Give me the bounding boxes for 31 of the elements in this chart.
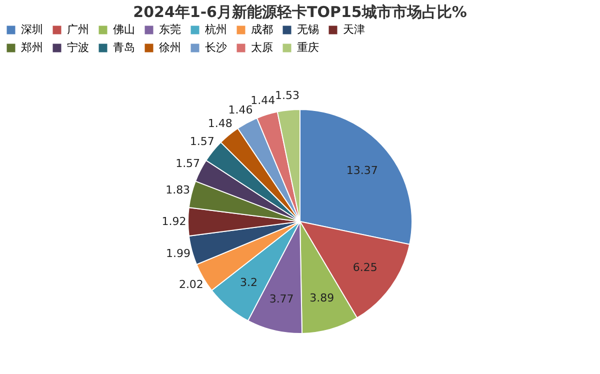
data-label: 1.48 [208, 117, 232, 130]
data-label: 3.2 [240, 276, 258, 289]
legend-label: 杭州 [204, 23, 227, 36]
legend-label: 深圳 [21, 23, 43, 36]
legend-label: 天津 [343, 23, 365, 36]
data-label: 1.92 [162, 214, 186, 228]
legend-label: 长沙 [205, 41, 227, 54]
data-label: 1.46 [228, 103, 253, 116]
data-label: 1.57 [176, 157, 200, 170]
legend-label: 东莞 [159, 23, 181, 36]
data-label: 1.57 [190, 135, 214, 148]
legend-label: 广州 [67, 23, 89, 36]
legend-label: 徐州 [159, 41, 181, 54]
legend-label: 无锡 [297, 23, 319, 36]
data-label: 3.89 [310, 291, 334, 304]
legend-label: 太原 [251, 41, 273, 54]
data-label: 1.99 [166, 247, 191, 260]
legend-label: 宁波 [67, 41, 89, 54]
data-label: 6.25 [352, 261, 378, 274]
legend-label: 青岛 [113, 41, 135, 54]
legend-label: 重庆 [297, 41, 319, 54]
legend-label: 佛山 [113, 23, 135, 36]
data-label: 3.77 [269, 292, 294, 306]
data-label: 2.02 [178, 278, 204, 292]
data-label: 13.37 [346, 164, 378, 178]
data-label: 1.83 [166, 184, 190, 197]
chart-title: 2024年1-6月新能源轻卡TOP15城市市场占比% [133, 3, 467, 21]
legend-label: 郑州 [21, 41, 43, 54]
legend-label: 成都 [251, 23, 273, 36]
data-label: 1.53 [274, 89, 300, 102]
data-label: 1.44 [250, 94, 276, 108]
